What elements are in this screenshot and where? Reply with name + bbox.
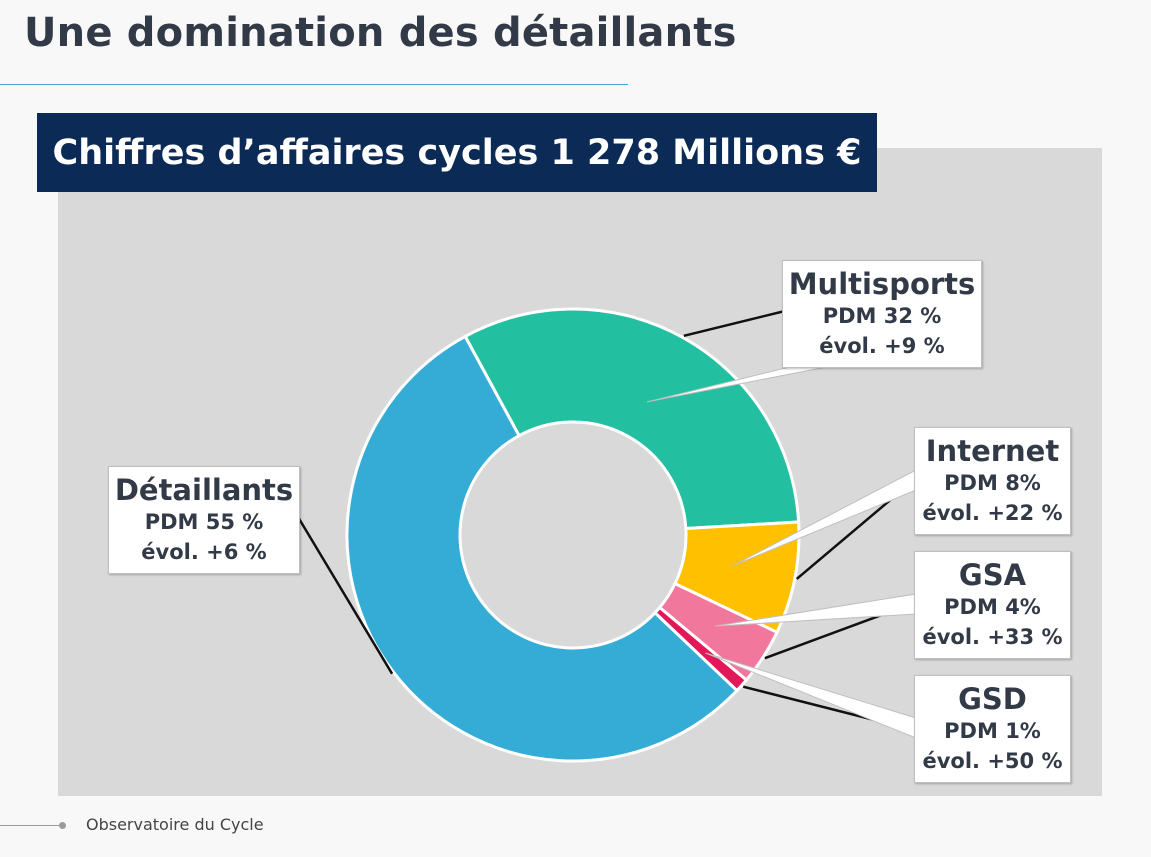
label-name-gsd: GSD [958,682,1027,716]
leader-line-detaillants [296,516,394,675]
page-title: Une domination des détaillants [24,10,737,56]
footer-line [0,825,60,826]
slice-multisports [463,307,801,531]
label-pdm-multisports: PDM 32 % [822,304,942,328]
label-pdm-detaillants: PDM 55 % [144,510,264,534]
label-box-detaillants: Détaillants PDM 55 % évol. +6 % [108,466,300,574]
label-evol-gsa: évol. +33 % [922,625,1063,649]
label-pdm-gsa: PDM 4% [944,595,1041,619]
footer-source: Observatoire du Cycle [86,815,264,834]
chart-title-banner: Chiffres d’affaires cycles 1 278 Million… [37,113,877,192]
callout-layer [296,308,917,739]
label-evol-gsd: évol. +50 % [922,749,1063,773]
label-name-multisports: Multisports [788,267,976,301]
slice-detaillants [345,334,740,763]
label-name-detaillants: Détaillants [114,473,294,507]
label-name-gsa: GSA [958,558,1027,592]
footer-dot [59,822,66,829]
label-evol-multisports: évol. +9 % [819,334,945,358]
label-box-internet: Internet PDM 8% évol. +22 % [914,427,1071,535]
callout-pointer-gsd [705,652,917,739]
label-name-internet: Internet [925,434,1060,468]
label-box-gsd: GSD PDM 1% évol. +50 % [914,675,1071,783]
label-pdm-gsd: PDM 1% [944,719,1041,743]
leader-line-multisports [683,308,790,337]
label-pdm-internet: PDM 8% [944,471,1041,495]
label-evol-detaillants: évol. +6 % [141,540,267,564]
label-box-gsa: GSA PDM 4% évol. +33 % [914,551,1071,659]
slices-layer [345,307,801,763]
title-rule [0,84,628,85]
label-box-multisports: Multisports PDM 32 % évol. +9 % [782,260,982,368]
label-evol-internet: évol. +22 % [922,501,1063,525]
